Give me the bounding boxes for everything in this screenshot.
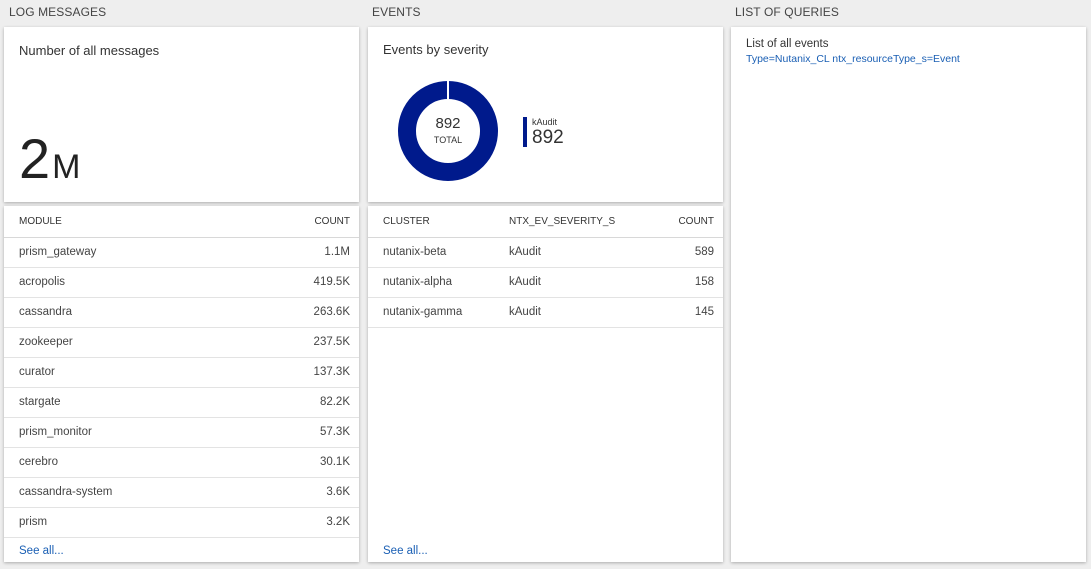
donut-center-label: 892 TOTAL xyxy=(398,115,498,145)
module-table-tile: MODULE COUNT prism_gateway 1.1M acropolis 4… xyxy=(4,206,359,562)
table-row[interactable]: cassandra 263.6K xyxy=(4,297,359,328)
events-by-severity-tile[interactable]: Events by severity 892 TOTAL kAudit 892 xyxy=(368,27,723,202)
module-count-cell: 82.2K xyxy=(238,387,359,418)
log-messages-total-value: 2 xyxy=(19,127,51,190)
events-table: CLUSTER NTX_EV_SEVERITY_S COUNT nutanix-… xyxy=(368,206,723,328)
legend-value: 892 xyxy=(532,127,564,148)
donut-total-label: TOTAL xyxy=(433,134,463,145)
log-messages-tile-title: Number of all messages xyxy=(19,43,160,58)
severity-cell: kAudit xyxy=(509,237,651,268)
table-row[interactable]: acropolis 419.5K xyxy=(4,267,359,298)
table-row[interactable]: nutanix-alpha kAudit 158 xyxy=(368,267,723,298)
col-header-module[interactable]: MODULE xyxy=(4,206,239,238)
table-row[interactable]: cerebro 30.1K xyxy=(4,447,359,478)
module-see-all-link[interactable]: See all... xyxy=(19,545,64,557)
events-see-all-link[interactable]: See all... xyxy=(383,545,428,557)
module-count-cell: 3.2K xyxy=(238,507,359,538)
module-count-cell: 263.6K xyxy=(238,297,359,328)
table-row[interactable]: nutanix-beta kAudit 589 xyxy=(368,237,723,268)
event-count-cell: 145 xyxy=(650,297,723,328)
table-row[interactable]: zookeeper 237.5K xyxy=(4,327,359,358)
col-header-events-count[interactable]: COUNT xyxy=(650,206,723,238)
cluster-name-cell: nutanix-gamma xyxy=(368,297,509,328)
module-count-cell: 30.1K xyxy=(238,447,359,478)
table-row[interactable]: prism_gateway 1.1M xyxy=(4,237,359,268)
table-row[interactable]: nutanix-gamma kAudit 145 xyxy=(368,297,723,328)
section-title-events: EVENTS xyxy=(372,5,421,19)
section-title-log-messages: LOG MESSAGES xyxy=(9,5,107,19)
module-name-cell: prism_gateway xyxy=(4,237,239,268)
legend-label: kAudit xyxy=(532,117,558,127)
event-count-cell: 589 xyxy=(650,237,723,268)
module-count-cell: 57.3K xyxy=(238,417,359,448)
module-name-cell: cassandra-system xyxy=(4,477,239,508)
table-row[interactable]: cassandra-system 3.6K xyxy=(4,477,359,508)
query-title: List of all events xyxy=(746,38,829,50)
module-name-cell: curator xyxy=(4,357,239,388)
module-count-cell: 1.1M xyxy=(238,237,359,268)
events-tile-title: Events by severity xyxy=(383,42,489,57)
module-name-cell: cerebro xyxy=(4,447,239,478)
legend-color-bar xyxy=(523,117,527,147)
list-of-queries-tile: List of all events Type=Nutanix_CL ntx_r… xyxy=(731,27,1086,562)
donut-total-value: 892 xyxy=(435,115,461,132)
severity-cell: kAudit xyxy=(509,297,651,328)
module-name-cell: acropolis xyxy=(4,267,239,298)
col-header-severity[interactable]: NTX_EV_SEVERITY_S xyxy=(509,206,651,238)
module-name-cell: cassandra xyxy=(4,297,239,328)
table-row[interactable]: prism_monitor 57.3K xyxy=(4,417,359,448)
module-table-header: MODULE COUNT xyxy=(4,206,359,238)
module-count-cell: 419.5K xyxy=(238,267,359,298)
module-name-cell: prism_monitor xyxy=(4,417,239,448)
events-table-tile: CLUSTER NTX_EV_SEVERITY_S COUNT nutanix-… xyxy=(368,206,723,562)
col-header-count[interactable]: COUNT xyxy=(238,206,359,238)
log-messages-total: 2M xyxy=(19,131,80,187)
cluster-name-cell: nutanix-alpha xyxy=(368,267,509,298)
section-title-list-of-queries: LIST OF QUERIES xyxy=(735,5,839,19)
log-messages-total-unit: M xyxy=(52,148,81,186)
severity-donut-chart[interactable] xyxy=(398,81,498,181)
table-row[interactable]: prism 3.2K xyxy=(4,507,359,538)
table-row[interactable]: stargate 82.2K xyxy=(4,387,359,418)
module-name-cell: stargate xyxy=(4,387,239,418)
query-link[interactable]: Type=Nutanix_CL ntx_resourceType_s=Event xyxy=(746,53,960,65)
module-name-cell: zookeeper xyxy=(4,327,239,358)
module-count-cell: 137.3K xyxy=(238,357,359,388)
module-count-cell: 237.5K xyxy=(238,327,359,358)
event-count-cell: 158 xyxy=(650,267,723,298)
severity-cell: kAudit xyxy=(509,267,651,298)
events-table-header: CLUSTER NTX_EV_SEVERITY_S COUNT xyxy=(368,206,723,238)
log-messages-count-tile[interactable]: Number of all messages 2M xyxy=(4,27,359,202)
module-count-cell: 3.6K xyxy=(238,477,359,508)
cluster-name-cell: nutanix-beta xyxy=(368,237,509,268)
module-name-cell: prism xyxy=(4,507,239,538)
module-table: MODULE COUNT prism_gateway 1.1M acropolis 4… xyxy=(4,206,359,538)
col-header-cluster[interactable]: CLUSTER xyxy=(368,206,509,238)
table-row[interactable]: curator 137.3K xyxy=(4,357,359,388)
